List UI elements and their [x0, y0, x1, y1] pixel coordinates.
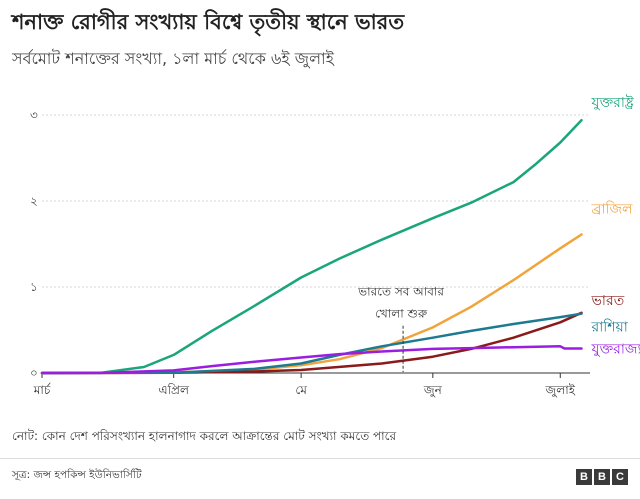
x-tick-label: এপ্রিল [158, 383, 190, 397]
footer-divider [0, 458, 640, 459]
line-chart: ০ ১ ২ ৩ মার্চ এপ্রিল মে জুন জুলাই যুক্তরাষ্ট্র ব্র… [30, 94, 640, 398]
series-line [40, 118, 583, 375]
bbc-logo-letter: B [576, 469, 592, 485]
series-label: ব্রাজিল [591, 201, 634, 218]
annotation-label: ভারতে সব আবার [357, 285, 444, 299]
series-line [40, 311, 583, 375]
x-tick-label: জুলাই [545, 383, 576, 398]
series-label: যুক্তরাষ্ট্র [591, 94, 635, 111]
y-tick-label: ০ [30, 366, 38, 380]
chart-note: নোট: কোন দেশ পরিসংখ্যান হালনাগাদ করলে আক… [12, 429, 397, 443]
y-tick-label: ২ [30, 194, 38, 208]
series-line [40, 345, 583, 375]
y-tick-label: ৩ [30, 108, 38, 122]
annotation-label: খোলা শুরু [375, 307, 428, 321]
x-tick-label: মার্চ [33, 383, 52, 397]
series-line [40, 312, 583, 375]
y-tick-label: ১ [30, 280, 38, 294]
bbc-logo-letter: C [612, 469, 628, 485]
chart-subtitle: সর্বমোট শনাক্তের সংখ্যা, ১লা মার্চ থেকে … [12, 49, 335, 68]
series-label: ভারত [591, 293, 625, 309]
bbc-logo-letter: B [594, 469, 610, 485]
chart-title: শনাক্ত রোগীর সংখ্যায় বিশ্বে তৃতীয় স্থা… [12, 10, 405, 34]
source-text: সূত্র: জন্স হপকিন্স ইউনিভার্সিটি [12, 469, 142, 481]
series-label: রাশিয়া [591, 319, 629, 336]
x-tick-label: মে [295, 383, 307, 397]
series-label: যুক্তরাজ্য [591, 341, 640, 357]
x-tick-label: জুন [423, 383, 443, 398]
series-line [40, 233, 583, 375]
bbc-logo: B B C [576, 469, 628, 485]
